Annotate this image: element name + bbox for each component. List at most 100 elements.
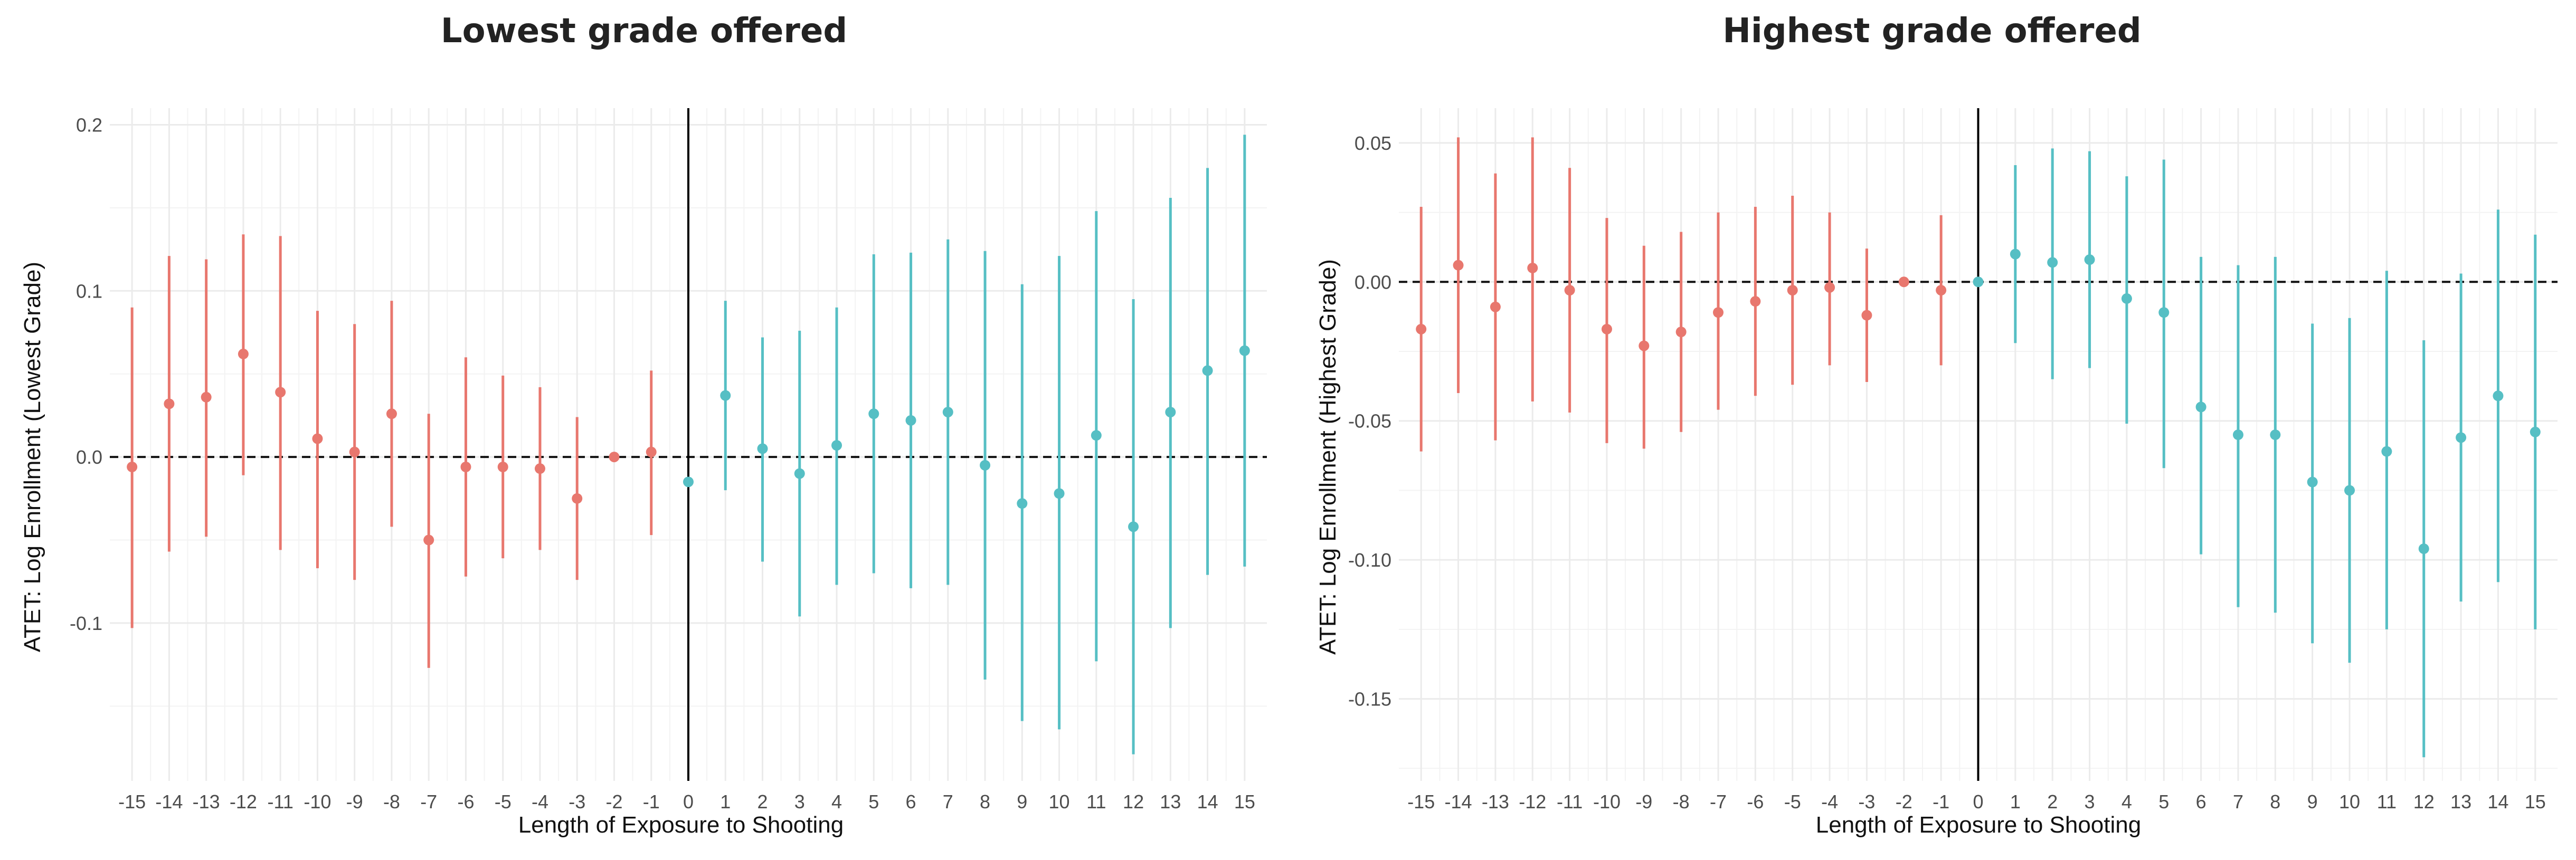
x-tick-label: -8 [383, 791, 400, 813]
x-tick-label: 9 [1017, 791, 1027, 813]
point-estimate [349, 446, 360, 457]
x-tick-label: -7 [1710, 791, 1727, 813]
x-tick-label: -7 [420, 791, 437, 813]
point-estimate [2121, 293, 2132, 304]
point-estimate [1202, 365, 1213, 376]
x-tick-label: -5 [495, 791, 512, 813]
x-tick-label: 0 [683, 791, 694, 813]
x-tick-label: -10 [1593, 791, 1621, 813]
highest-grade-panel: Highest grade offered -0.15 -0.10 -0.05 0.0… [1315, 12, 2558, 838]
x-tick-label: 6 [906, 791, 916, 813]
point-estimate [2381, 446, 2392, 457]
x-tick-label: 1 [2010, 791, 2021, 813]
x-tick-label: 13 [1160, 791, 1181, 813]
x-axis-title: Length of Exposure to Shooting [1816, 812, 2141, 838]
y-tick-label: 0.00 [1355, 271, 1391, 293]
lowest-grade-panel: Lowest grade offered -0.10.00.10.2 -15 -1… [20, 12, 1267, 838]
point-estimate [942, 407, 953, 418]
x-tick-label: 0 [1973, 791, 1983, 813]
x-tick-label: -3 [569, 791, 585, 813]
x-ticks: -15 -14 -13 -12 -11 -10 -9 -8 -7 -6 -5 -4 -3 -2 -1 0 1 2 3… [118, 791, 1255, 813]
point-estimate [2418, 543, 2429, 555]
x-tick-label: 4 [2122, 791, 2132, 813]
point-estimate [980, 460, 991, 471]
point-estimate [201, 391, 212, 403]
point-estimate [1713, 307, 1724, 318]
x-tick-label: -2 [1896, 791, 1912, 813]
point-estimate [1416, 323, 1427, 335]
x-tick-label: 7 [2233, 791, 2243, 813]
y-axis-title: ATET: Log Enrollment (Highest Grade) [1315, 259, 1341, 655]
x-tick-label: 14 [1197, 791, 1218, 813]
point-estimate [1128, 521, 1139, 532]
point-estimate [1973, 276, 1984, 288]
point-estimate [794, 468, 805, 479]
x-tick-label: 3 [2085, 791, 2095, 813]
point-estimate [2232, 429, 2243, 441]
point-estimate [2158, 307, 2170, 318]
y-tick-label: 0.0 [76, 446, 102, 468]
data-series [1416, 137, 2541, 758]
point-estimate [683, 476, 694, 488]
y-tick-label: 0.05 [1355, 132, 1391, 154]
x-tick-label: 9 [2307, 791, 2318, 813]
point-estimate [868, 408, 879, 419]
point-estimate [757, 443, 768, 454]
point-estimate [831, 440, 842, 451]
x-tick-label: 5 [2158, 791, 2169, 813]
x-tick-label: 12 [1123, 791, 1144, 813]
x-tick-label: -11 [1557, 791, 1583, 813]
point-estimate [2307, 476, 2318, 488]
x-tick-label: 15 [1234, 791, 1255, 813]
point-estimate [1787, 285, 1798, 296]
reference-lines [110, 108, 1267, 781]
point-estimate [1639, 340, 1650, 351]
x-tick-label: 7 [943, 791, 953, 813]
point-estimate [1675, 327, 1687, 338]
x-tick-label: 15 [2525, 791, 2546, 813]
chart-title: Lowest grade offered [441, 12, 847, 51]
point-estimate [1564, 285, 1575, 296]
point-estimate [312, 433, 323, 444]
x-tick-label: -1 [1933, 791, 1949, 813]
point-estimate [1453, 260, 1464, 271]
x-tick-label: 3 [794, 791, 805, 813]
x-tick-label: -12 [1519, 791, 1546, 813]
x-tick-label: 4 [831, 791, 842, 813]
point-estimate [2530, 426, 2541, 437]
x-tick-label: -15 [1407, 791, 1435, 813]
point-estimate [2084, 254, 2095, 265]
point-estimate [1165, 407, 1176, 418]
x-tick-label: 14 [2487, 791, 2508, 813]
point-estimate [572, 493, 583, 504]
point-estimate [1898, 276, 1909, 288]
point-estimate [646, 446, 657, 457]
y-tick-label: 0.1 [76, 280, 102, 302]
x-tick-label: -6 [457, 791, 474, 813]
point-estimate [720, 390, 731, 401]
x-tick-label: -13 [193, 791, 220, 813]
x-tick-label: 2 [2047, 791, 2058, 813]
x-tick-label: -14 [1445, 791, 1472, 813]
x-tick-label: -3 [1858, 791, 1875, 813]
x-tick-label: 8 [980, 791, 990, 813]
x-tick-label: -4 [532, 791, 548, 813]
point-estimate [1490, 301, 1501, 312]
x-tick-label: 12 [2413, 791, 2435, 813]
point-estimate [1527, 262, 1538, 273]
point-estimate [238, 348, 249, 359]
point-estimate [905, 415, 916, 426]
x-tick-label: -1 [643, 791, 660, 813]
x-ticks: -15 -14 -13 -12 -11 -10 -9 -8 -7 -6 -5 -4 -3 -2 -1 0 1 2 3… [1407, 791, 2546, 813]
chart-title: Highest grade offered [1722, 12, 2141, 51]
point-estimate [1861, 310, 1872, 321]
point-estimate [275, 387, 286, 398]
point-estimate [127, 462, 138, 472]
point-estimate [609, 452, 620, 463]
y-axis-title: ATET: Log Enrollment (Lowest Grade) [20, 262, 45, 652]
point-estimate [1750, 296, 1761, 307]
reference-lines [1399, 108, 2558, 781]
point-estimate [2195, 402, 2206, 413]
point-estimate [1091, 430, 1102, 441]
x-tick-label: 10 [2339, 791, 2360, 813]
